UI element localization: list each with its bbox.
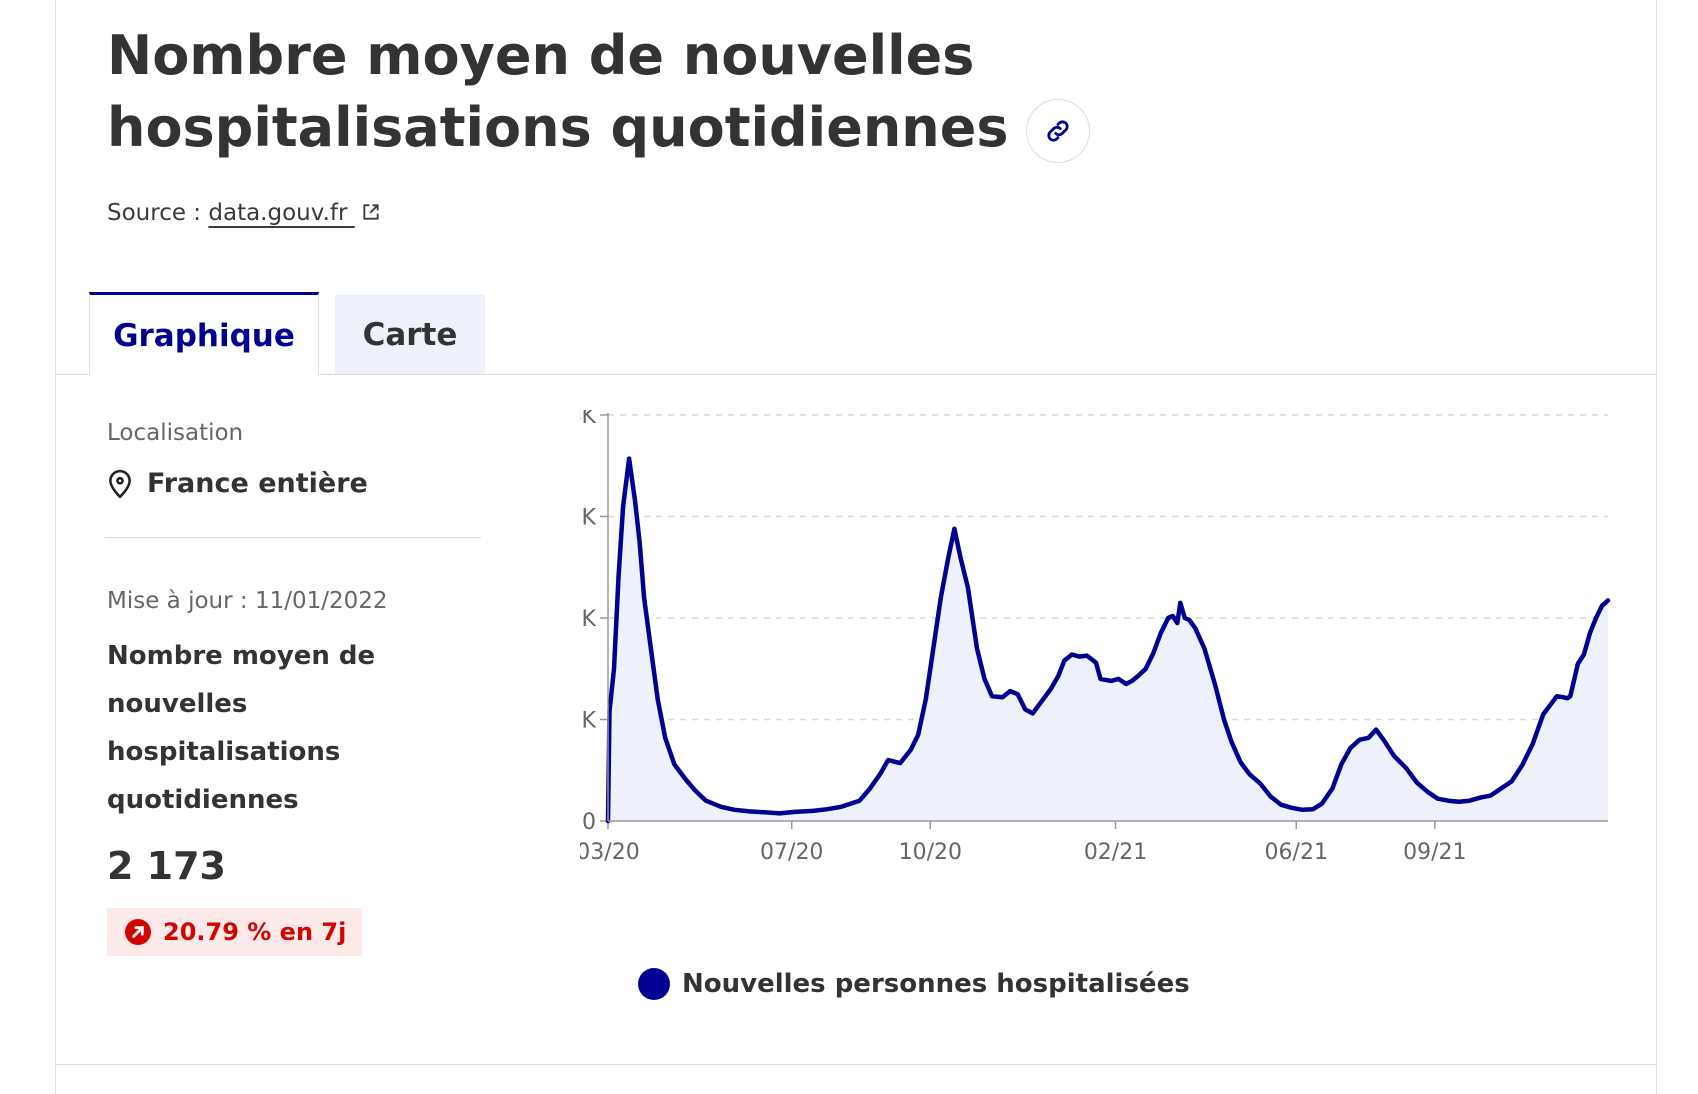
source-link[interactable]: data.gouv.fr [208, 200, 380, 226]
y-tick-label: 1K [580, 709, 597, 734]
page-title-text: Nombre moyen de nouvelles hospitalisatio… [107, 24, 1009, 159]
legend-swatch [638, 968, 670, 1000]
location-label: Localisation [107, 420, 244, 446]
source-link-text[interactable]: data.gouv.fr [208, 200, 348, 226]
sidebar-divider [105, 537, 481, 538]
tab-graphique[interactable]: Graphique [89, 292, 319, 377]
x-tick-label: 10/20 [899, 840, 962, 865]
series-area [608, 458, 1608, 821]
tab-carte[interactable]: Carte [335, 295, 485, 375]
link-icon[interactable] [1026, 99, 1091, 164]
kpi-value: 2 173 [107, 844, 226, 888]
x-tick-label: 07/20 [760, 840, 823, 865]
tab-graphique-label[interactable]: Graphique [113, 318, 295, 354]
source-label: Source : [107, 200, 202, 226]
external-link-icon [363, 204, 379, 220]
location-value[interactable]: France entière [147, 468, 368, 499]
location-selector[interactable]: France entière [107, 468, 487, 499]
x-tick-label: 09/21 [1403, 840, 1466, 865]
card-frame [55, 0, 1657, 1094]
chart-legend: Nouvelles personnes hospitalisées [638, 968, 1190, 1000]
update-date: Mise à jour : 11/01/2022 [107, 588, 388, 614]
legend-label: Nouvelles personnes hospitalisées [682, 969, 1190, 999]
y-axis-ticks: 0 1K 2K 3K 4K [580, 410, 608, 835]
y-tick-label: 2K [580, 607, 597, 632]
trend-badge: 20.79 % en 7j [107, 908, 363, 956]
hospitalisations-chart: 0 1K 2K 3K 4K 03/20 07/20 10/20 02/21 06/21 09/21 [580, 410, 1611, 865]
kpi-label: Nombre moyen de nouvelles hospitalisatio… [107, 641, 376, 815]
x-tick-label: 03/20 [580, 840, 640, 865]
series-line [605, 456, 1611, 824]
y-tick-label: 3K [580, 506, 597, 531]
source-line: Source : data.gouv.fr [107, 200, 381, 226]
trend-text: 20.79 % en 7j [163, 918, 347, 946]
tab-panel-border [55, 374, 1656, 375]
tab-carte-label[interactable]: Carte [362, 317, 458, 353]
x-tick-label: 06/21 [1265, 840, 1328, 865]
y-tick-label: 4K [580, 410, 597, 429]
y-tick-label: 0 [582, 810, 596, 835]
card-bottom-border [55, 1064, 1656, 1065]
arrow-up-right-icon [125, 919, 151, 945]
map-pin-icon [109, 469, 131, 499]
page-title: Nombre moyen de nouvelles hospitalisatio… [107, 20, 1407, 164]
sidebar: Localisation France entière Mise à jour … [105, 420, 487, 956]
chart-grid [608, 414, 1608, 721]
x-axis-ticks: 03/20 07/20 10/20 02/21 06/21 09/21 [580, 821, 1467, 865]
link-icon-glyph [1047, 120, 1070, 142]
x-tick-label: 02/21 [1084, 840, 1147, 865]
